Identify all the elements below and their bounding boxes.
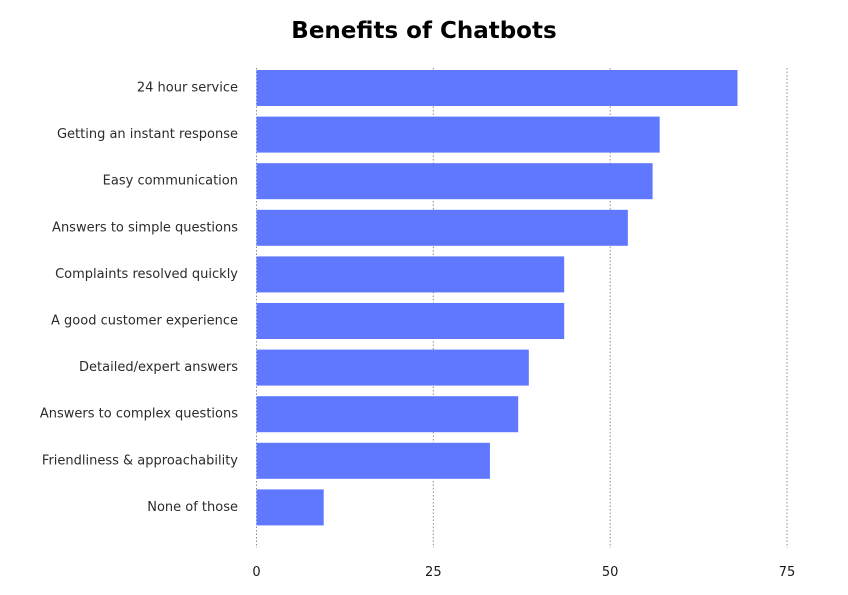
bars <box>256 70 738 526</box>
x-tick-label: 0 <box>252 565 260 580</box>
category-label: Detailed/expert answers <box>79 360 238 375</box>
category-label: 24 hour service <box>137 81 238 96</box>
category-label: None of those <box>147 500 238 515</box>
chart-title: Benefits of Chatbots <box>291 18 556 44</box>
category-label: Answers to complex questions <box>40 407 238 422</box>
category-label: Getting an instant response <box>57 127 238 142</box>
bar <box>256 442 490 479</box>
bar <box>256 116 660 153</box>
x-tick-label: 25 <box>425 565 442 580</box>
bar <box>256 303 565 339</box>
bar <box>256 256 565 293</box>
x-tick-label: 75 <box>779 565 796 580</box>
x-tick-label: 50 <box>602 565 619 580</box>
category-label: Easy communication <box>103 174 238 189</box>
category-label: Complaints resolved quickly <box>55 267 238 282</box>
bar <box>256 163 653 200</box>
x-tick-labels: 0 25 50 75 <box>252 565 795 580</box>
category-labels: 24 hour service Getting an instant respon… <box>40 81 238 515</box>
category-label: Friendliness & approachability <box>42 453 238 468</box>
bar <box>256 209 628 246</box>
bar <box>256 489 324 526</box>
bar <box>256 349 529 386</box>
bar <box>256 396 519 433</box>
bar <box>256 70 738 106</box>
category-label: A good customer experience <box>51 314 238 329</box>
category-label: Answers to simple questions <box>52 220 238 235</box>
